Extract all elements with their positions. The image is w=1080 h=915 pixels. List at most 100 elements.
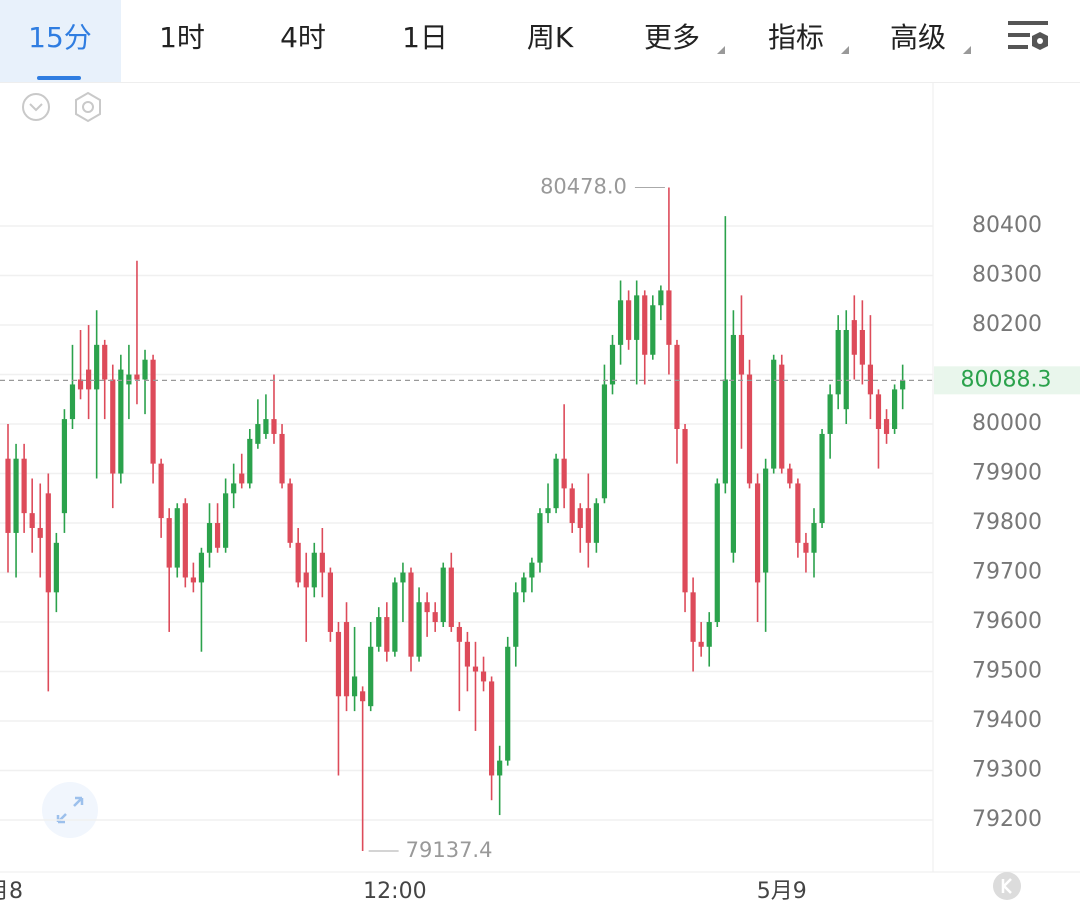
kline-bg: [993, 872, 1021, 900]
candle-body: [771, 359, 777, 469]
expand-icon: [56, 796, 84, 824]
candle-body: [166, 518, 172, 568]
x-tick-label: 5月8: [0, 879, 23, 904]
candle-body: [86, 369, 92, 390]
candle-body: [464, 641, 471, 667]
candle-body: [351, 676, 358, 697]
candle-body: [247, 438, 253, 484]
y-tick-label: 80000: [972, 411, 1042, 436]
candle-body: [368, 646, 374, 707]
tab[interactable]: 周K: [489, 0, 611, 82]
candle-body: [408, 572, 414, 657]
toolbar-settings[interactable]: [1008, 21, 1048, 50]
collapse-icon[interactable]: [22, 93, 50, 121]
candle-body: [626, 300, 632, 340]
candle-body: [690, 592, 696, 642]
candle-body: [521, 577, 527, 593]
settings-icon[interactable]: [75, 91, 101, 123]
candle-body: [529, 562, 535, 578]
expand-bg: [42, 782, 98, 838]
y-tick-label: 79900: [972, 461, 1042, 486]
candle-body: [609, 344, 616, 385]
candle-body: [650, 305, 656, 355]
candle-body: [303, 572, 309, 588]
tab[interactable]: 4时: [242, 0, 364, 82]
candle-body: [279, 433, 285, 484]
candle-body: [174, 508, 180, 568]
y-tick-label: 80400: [972, 213, 1042, 238]
candle-body: [553, 458, 559, 509]
candle-body: [666, 290, 672, 345]
candle-body: [746, 374, 753, 484]
candle-body: [634, 295, 640, 340]
annotation-label: 79137.4: [406, 838, 493, 862]
candle-body: [779, 364, 785, 469]
tab[interactable]: 1日: [364, 0, 486, 82]
candle-body: [360, 691, 366, 702]
tab[interactable]: 15分: [0, 0, 121, 82]
candle-body: [617, 300, 624, 345]
candle-body: [682, 428, 688, 593]
candle-body: [593, 503, 599, 543]
tab[interactable]: 高级: [857, 0, 979, 82]
y-tick-label: 79800: [972, 510, 1042, 535]
y-tick-label: 79600: [972, 609, 1042, 634]
candle-body: [827, 394, 833, 434]
candle-body: [150, 359, 156, 464]
tab[interactable]: 更多: [611, 0, 733, 82]
candle-body: [21, 458, 27, 514]
candle-body: [102, 344, 108, 380]
tab[interactable]: 指标: [735, 0, 857, 82]
candle-body: [819, 433, 825, 524]
candle-body: [142, 359, 148, 380]
candle-body: [134, 374, 140, 380]
candle-body: [5, 458, 11, 533]
y-tick-label: 79700: [972, 560, 1042, 585]
candle-body: [577, 508, 583, 528]
tab-label: 4时: [280, 21, 326, 54]
tab-label: 更多: [643, 21, 700, 54]
candle-body: [867, 364, 874, 395]
candle-body: [698, 641, 704, 647]
candle-body: [392, 582, 398, 652]
candle-body: [416, 602, 422, 657]
settings-dot: [82, 101, 94, 113]
candle-body: [585, 508, 591, 543]
candle-body: [206, 523, 213, 553]
dropdown-arrow: [717, 46, 725, 54]
tab-label: 15分: [28, 21, 92, 54]
candle-body: [642, 295, 648, 355]
candle-body: [722, 379, 728, 484]
candle-body: [424, 602, 430, 613]
tab[interactable]: 1时: [121, 0, 243, 82]
candle-body: [545, 508, 551, 514]
expand-button[interactable]: [42, 782, 98, 838]
y-tick-label: 80200: [972, 312, 1042, 337]
candle-body: [126, 374, 132, 385]
candle-body: [198, 552, 205, 583]
y-tick-label: 79200: [972, 807, 1042, 832]
candle-body: [327, 572, 333, 632]
candle-body: [537, 513, 543, 563]
candle-body: [851, 320, 857, 355]
candle-body: [569, 488, 575, 524]
candle-body: [182, 503, 188, 578]
kline-button[interactable]: [993, 872, 1021, 900]
candle-body: [892, 389, 898, 429]
tab-label: 指标: [767, 21, 824, 54]
candle-body: [561, 458, 567, 489]
candle-body: [497, 760, 503, 776]
candle-body: [795, 483, 801, 543]
candle-body: [754, 483, 761, 583]
candle-body: [343, 622, 350, 697]
collapse-chevron: [29, 103, 43, 112]
candle-body: [118, 369, 124, 474]
annotation-label: 80478.0: [540, 174, 627, 198]
header-icons: [22, 91, 101, 123]
candle-body: [384, 617, 390, 652]
candle-body: [94, 344, 100, 390]
candle-body: [37, 527, 43, 538]
candle-body: [803, 542, 809, 553]
